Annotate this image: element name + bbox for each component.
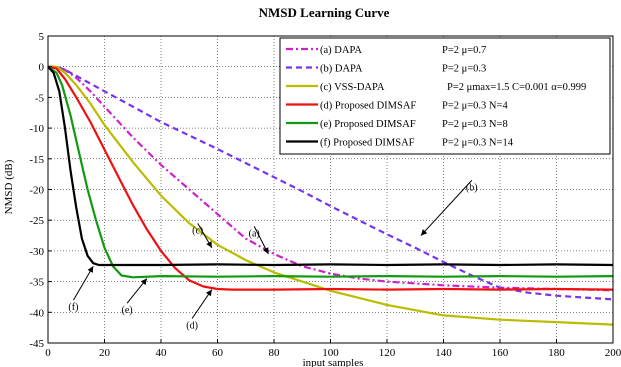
legend-params: P=2 μ=0.3 N=8 (442, 119, 508, 130)
y-tick-label: 5 (39, 31, 45, 43)
legend-label: (f) Proposed DIMSAF (320, 138, 415, 149)
legend-label: (b) DAPA (320, 64, 363, 75)
y-tick-label: -5 (35, 92, 45, 104)
x-tick-label: 200 (605, 347, 621, 359)
annotation-label: (a) (249, 228, 260, 239)
legend-params: P=2 μ=0.7 (442, 45, 486, 56)
legend-box (279, 37, 611, 155)
y-tick-label: -10 (29, 123, 44, 135)
annotation-arrow (420, 180, 473, 236)
x-tick-label: 60 (212, 347, 224, 359)
x-tick-label: 0 (45, 347, 51, 359)
y-tick-label: -40 (29, 307, 44, 319)
annotation-label: (b) (466, 182, 478, 193)
y-tick-label: -30 (29, 246, 44, 258)
plot-area (47, 65, 614, 326)
annotation-arrowhead (206, 241, 212, 248)
annotation-label: (f) (68, 302, 78, 313)
annotation-label: (e) (122, 305, 133, 316)
annotation-arrowhead (262, 247, 269, 254)
annotation-arrowhead (420, 229, 428, 236)
legend-params: P=2 μ=0.3 (442, 64, 486, 75)
x-tick-label: 80 (269, 347, 281, 359)
legend-label: (e) Proposed DIMSAF (320, 119, 416, 130)
series-line-c (48, 65, 614, 326)
annotation-label: (d) (186, 321, 198, 332)
x-tick-label: 140 (435, 347, 452, 359)
axis-ticks: 0 20 40 60 80 100 120 140 160 180 200 5 0 -5 -10 -15 -20… (29, 31, 621, 359)
annotation-arrowhead (87, 266, 94, 273)
annotation-arrow (72, 265, 94, 301)
series-line-d (47, 65, 614, 291)
y-tick-label: -15 (29, 154, 44, 166)
x-tick-label: 20 (99, 347, 111, 359)
series-line-f (47, 65, 614, 267)
x-axis-label: input samples (303, 357, 364, 367)
chart-title: NMSD Learning Curve (259, 5, 390, 20)
y-tick-label: -25 (29, 215, 44, 227)
legend-label: (c) VSS-DAPA (320, 82, 385, 93)
series-line-a (48, 65, 614, 292)
legend: (a) DAPA P=2 μ=0.7 (b) DAPA P=2 μ=0.3 (c) VS… (279, 37, 611, 155)
annotation-label: (c) (192, 225, 203, 236)
annotation-arrowhead (206, 289, 212, 297)
y-tick-label: -45 (29, 338, 44, 350)
y-tick-label: -20 (29, 185, 44, 197)
legend-params: P=2 μ=0.3 N=4 (442, 101, 508, 112)
series-line-e (47, 65, 614, 279)
x-tick-label: 100 (322, 347, 339, 359)
legend-label: (a) DAPA (320, 45, 362, 56)
x-tick-label: 120 (379, 347, 396, 359)
legend-params: P=2 μ=0.3 N=14 (442, 138, 514, 149)
legend-label: (d) Proposed DIMSAF (320, 101, 416, 112)
y-tick-label: 0 (39, 62, 45, 74)
y-tick-label: -35 (29, 277, 44, 289)
annotation-arrowhead (140, 278, 147, 286)
y-axis-label: NMSD (dB) (3, 159, 15, 214)
annotations: (a) (b) (c) (d) (e) (f) (68, 180, 478, 332)
x-tick-label: 180 (548, 347, 565, 359)
x-tick-label: 40 (156, 347, 168, 359)
x-tick-label: 160 (492, 347, 509, 359)
legend-params: P=2 μmax=1.5 C=0.001 α=0.999 (447, 82, 586, 93)
